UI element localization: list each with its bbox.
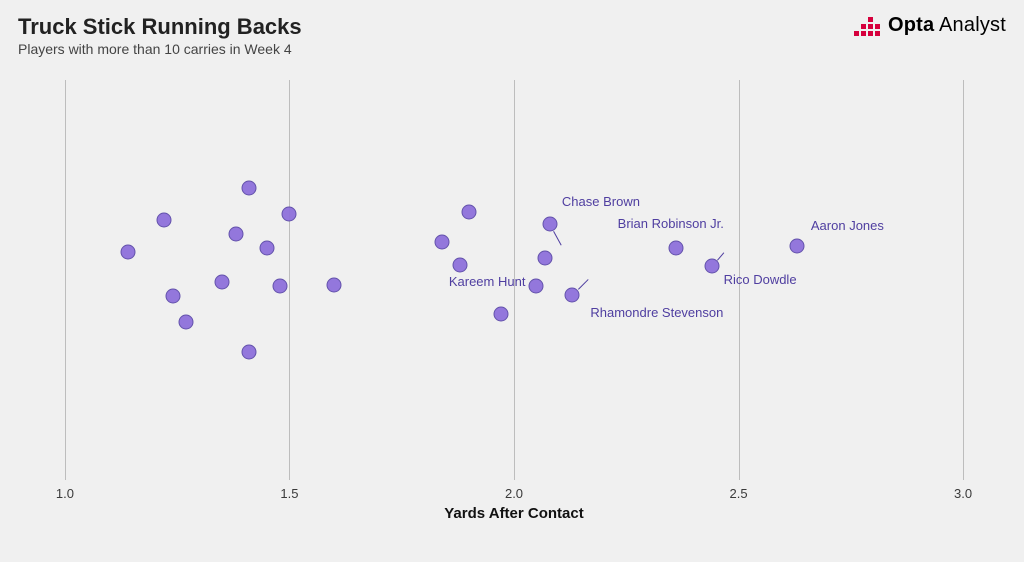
annotation-leader bbox=[717, 252, 724, 260]
x-gridline bbox=[963, 80, 964, 480]
x-gridline bbox=[289, 80, 290, 480]
scatter-point bbox=[435, 235, 450, 250]
scatter-point bbox=[273, 279, 288, 294]
scatter-point bbox=[228, 227, 243, 242]
scatter-plot: Yards After Contact 1.01.52.02.53.0Karee… bbox=[38, 80, 990, 480]
x-axis-label: Yards After Contact bbox=[444, 505, 583, 522]
scatter-point bbox=[704, 259, 719, 274]
scatter-point bbox=[242, 345, 257, 360]
x-tick-label: 1.0 bbox=[56, 486, 74, 501]
annotation-leader bbox=[553, 231, 562, 246]
scatter-point bbox=[668, 241, 683, 256]
chart-title: Truck Stick Running Backs bbox=[18, 14, 302, 39]
point-annotation: Rhamondre Stevenson bbox=[590, 305, 723, 320]
scatter-point bbox=[493, 307, 508, 322]
scatter-point bbox=[542, 217, 557, 232]
scatter-point bbox=[179, 315, 194, 330]
scatter-point bbox=[565, 288, 580, 303]
x-tick-label: 1.5 bbox=[280, 486, 298, 501]
scatter-point bbox=[260, 241, 275, 256]
point-annotation: Aaron Jones bbox=[811, 218, 884, 233]
scatter-point bbox=[120, 245, 135, 260]
brand-logo-text: Opta Analyst bbox=[888, 14, 1006, 37]
scatter-point bbox=[327, 278, 342, 293]
scatter-point bbox=[789, 239, 804, 254]
scatter-point bbox=[453, 258, 468, 273]
point-annotation: Chase Brown bbox=[562, 194, 640, 209]
chart-subtitle: Players with more than 10 carries in Wee… bbox=[18, 41, 302, 57]
scatter-point bbox=[215, 275, 230, 290]
x-tick-label: 2.0 bbox=[505, 486, 523, 501]
scatter-point bbox=[529, 279, 544, 294]
x-tick-label: 3.0 bbox=[954, 486, 972, 501]
scatter-point bbox=[165, 289, 180, 304]
chart-canvas: Truck Stick Running Backs Players with m… bbox=[0, 0, 1024, 562]
scatter-point bbox=[282, 207, 297, 222]
brand-logo: Opta Analyst bbox=[854, 14, 1006, 37]
x-tick-label: 2.5 bbox=[729, 486, 747, 501]
scatter-point bbox=[462, 205, 477, 220]
annotation-leader bbox=[578, 279, 589, 290]
brand-logo-icon bbox=[854, 15, 882, 37]
chart-header: Truck Stick Running Backs Players with m… bbox=[18, 14, 302, 57]
scatter-point bbox=[242, 181, 257, 196]
scatter-point bbox=[538, 251, 553, 266]
point-annotation: Brian Robinson Jr. bbox=[618, 216, 724, 231]
x-gridline bbox=[65, 80, 66, 480]
point-annotation: Kareem Hunt bbox=[449, 274, 526, 289]
point-annotation: Rico Dowdle bbox=[724, 272, 797, 287]
scatter-point bbox=[156, 213, 171, 228]
